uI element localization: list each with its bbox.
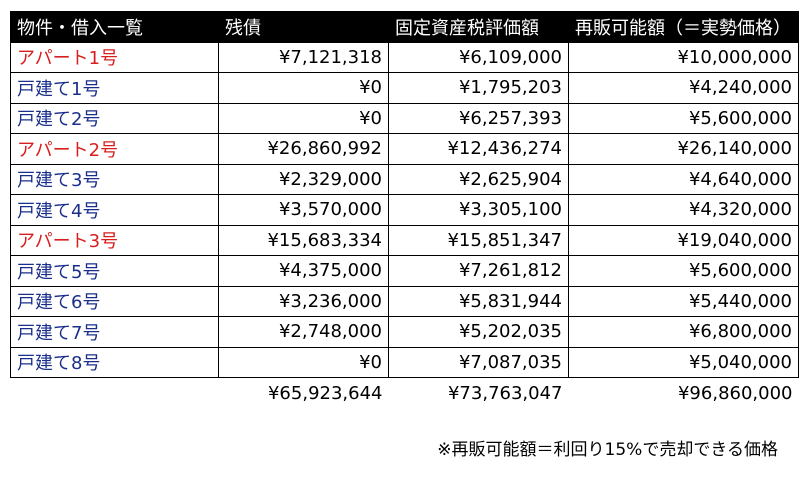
property-name: アパート2号: [10, 133, 219, 165]
remaining-debt: ¥15,683,334: [218, 224, 389, 256]
tax-assessed-value: ¥7,087,035: [388, 346, 569, 378]
resale-value: ¥6,800,000: [568, 316, 799, 348]
resale-value: ¥19,040,000: [568, 224, 799, 256]
table-row: 戸建て3号 ¥2,329,000 ¥2,625,904 ¥4,640,000: [10, 163, 799, 195]
resale-value: ¥4,240,000: [568, 72, 799, 104]
remaining-debt: ¥0: [218, 72, 389, 104]
property-name: 戸建て3号: [10, 163, 219, 195]
tax-assessed-value: ¥15,851,347: [388, 224, 569, 256]
property-name: 戸建て6号: [10, 285, 219, 317]
property-name: 戸建て1号: [10, 72, 219, 104]
tax-assessed-value: ¥12,436,274: [388, 133, 569, 165]
remaining-debt: ¥0: [218, 102, 389, 134]
footnote: ※再販可能額＝利回り15%で売却できる価格: [437, 440, 778, 460]
table-row: アパート1号 ¥7,121,318 ¥6,109,000 ¥10,000,000: [10, 41, 799, 73]
total-debt: ¥65,923,644: [267, 382, 383, 404]
table-row: 戸建て1号 ¥0 ¥1,795,203 ¥4,240,000: [10, 72, 799, 104]
property-name: 戸建て4号: [10, 194, 219, 226]
table-row: 戸建て4号 ¥3,570,000 ¥3,305,100 ¥4,320,000: [10, 194, 799, 226]
remaining-debt: ¥3,236,000: [218, 285, 389, 317]
tax-assessed-value: ¥5,202,035: [388, 316, 569, 348]
tax-assessed-value: ¥6,109,000: [388, 41, 569, 73]
property-loan-table: 物件・借入一覧 残債 固定資産税評価額 再販可能額（＝実勢価格） アパート1号 ¥…: [10, 11, 799, 408]
tax-assessed-value: ¥5,831,944: [388, 285, 569, 317]
header-row: 物件・借入一覧 残債 固定資産税評価額 再販可能額（＝実勢価格）: [10, 11, 799, 43]
header-resale-value: 再販可能額（＝実勢価格）: [568, 11, 799, 43]
table-row: 戸建て2号 ¥0 ¥6,257,393 ¥5,600,000: [10, 102, 799, 134]
totals-row: ¥65,923,644 ¥73,763,047 ¥96,860,000: [11, 378, 799, 409]
property-name: 戸建て5号: [10, 255, 219, 287]
tax-assessed-value: ¥6,257,393: [388, 102, 569, 134]
resale-value: ¥5,040,000: [568, 346, 799, 378]
resale-value: ¥4,320,000: [568, 194, 799, 226]
property-name: アパート1号: [10, 41, 219, 73]
table-row: 戸建て7号 ¥2,748,000 ¥5,202,035 ¥6,800,000: [10, 316, 799, 348]
table-row: 戸建て5号 ¥4,375,000 ¥7,261,812 ¥5,600,000: [10, 255, 799, 287]
tax-assessed-value: ¥1,795,203: [388, 72, 569, 104]
resale-value: ¥5,440,000: [568, 285, 799, 317]
remaining-debt: ¥2,748,000: [218, 316, 389, 348]
totals-label-cell: [11, 378, 219, 409]
resale-value: ¥5,600,000: [568, 255, 799, 287]
remaining-debt: ¥0: [218, 346, 389, 378]
remaining-debt: ¥2,329,000: [218, 163, 389, 195]
resale-value: ¥4,640,000: [568, 163, 799, 195]
property-name: 戸建て8号: [10, 346, 219, 378]
table-row: アパート2号 ¥26,860,992 ¥12,436,274 ¥26,140,000: [10, 133, 799, 165]
table-row: アパート3号 ¥15,683,334 ¥15,851,347 ¥19,040,000: [10, 224, 799, 256]
table-row: 戸建て8号 ¥0 ¥7,087,035 ¥5,040,000: [10, 346, 799, 378]
header-property-list: 物件・借入一覧: [10, 11, 219, 43]
total-resale: ¥96,860,000: [677, 382, 793, 404]
remaining-debt: ¥26,860,992: [218, 133, 389, 165]
header-remaining-debt: 残債: [218, 11, 389, 43]
resale-value: ¥26,140,000: [568, 133, 799, 165]
tax-assessed-value: ¥3,305,100: [388, 194, 569, 226]
resale-value: ¥5,600,000: [568, 102, 799, 134]
tax-assessed-value: ¥2,625,904: [388, 163, 569, 195]
resale-value: ¥10,000,000: [568, 41, 799, 73]
tax-assessed-value: ¥7,261,812: [388, 255, 569, 287]
remaining-debt: ¥4,375,000: [218, 255, 389, 287]
property-name: 戸建て2号: [10, 102, 219, 134]
property-name: 戸建て7号: [10, 316, 219, 348]
table-body: アパート1号 ¥7,121,318 ¥6,109,000 ¥10,000,000 戸建て…: [10, 41, 799, 378]
property-name: アパート3号: [10, 224, 219, 256]
table-row: 戸建て6号 ¥3,236,000 ¥5,831,944 ¥5,440,000: [10, 285, 799, 317]
remaining-debt: ¥7,121,318: [218, 41, 389, 73]
header-tax-assessed-value: 固定資産税評価額: [388, 11, 569, 43]
remaining-debt: ¥3,570,000: [218, 194, 389, 226]
total-tax-value: ¥73,763,047: [447, 382, 563, 404]
